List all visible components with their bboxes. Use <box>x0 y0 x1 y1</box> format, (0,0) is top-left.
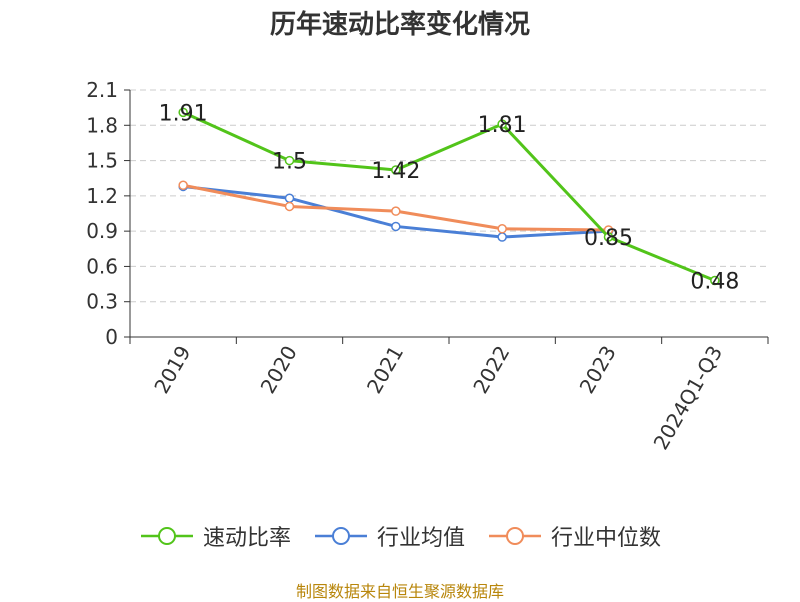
chart-title: 历年速动比率变化情况 <box>269 10 530 40</box>
data-point <box>497 232 507 242</box>
legend-label: 行业中位数 <box>551 526 662 551</box>
series-line <box>182 110 716 282</box>
source-note: 制图数据来自恒生聚源数据库 <box>295 582 504 601</box>
legend-label: 行业均值 <box>376 526 465 551</box>
legend-marker-icon <box>140 527 193 545</box>
data-label: 1.5 <box>272 150 307 175</box>
y-tick-label: 2.1 <box>86 78 118 102</box>
data-point <box>284 201 295 212</box>
data-point <box>497 224 507 234</box>
x-tick-label: 2020 <box>256 342 302 398</box>
data-point <box>178 180 188 191</box>
data-label: 0.85 <box>584 226 633 251</box>
y-tick-label: 0.6 <box>86 254 118 278</box>
data-label: 1.42 <box>371 159 420 184</box>
y-tick-label: 0.3 <box>86 290 118 314</box>
data-point <box>391 221 401 232</box>
x-tick-label: 2019 <box>149 342 195 398</box>
y-tick-label: 1.2 <box>86 184 118 208</box>
x-tick-label: 2024Q1-Q3 <box>648 342 727 454</box>
y-tick-label: 0.9 <box>86 219 118 243</box>
legend-marker-icon <box>314 527 367 545</box>
y-tick-label: 0 <box>105 325 118 349</box>
data-point <box>391 165 401 175</box>
data-point <box>284 155 295 166</box>
data-label: 1.81 <box>478 113 527 138</box>
data-point <box>284 193 295 203</box>
legend-label: 速动比率 <box>202 526 291 551</box>
x-tick-label: 2022 <box>468 341 514 397</box>
data-label: 0.48 <box>690 270 739 295</box>
y-tick-label: 1.8 <box>86 113 118 137</box>
legend-item[interactable]: 行业均值 <box>313 520 465 552</box>
legend-item[interactable]: 速动比率 <box>139 520 291 552</box>
data-point <box>391 206 401 216</box>
data-point <box>603 232 614 242</box>
line-chart: 0 0.3 0.6 0.9 1.2 1.5 1.8 2.1 2019 2020 2021 2022 20… <box>86 78 769 454</box>
data-label: 1.91 <box>159 101 208 126</box>
data-point <box>497 119 507 129</box>
data-point <box>178 107 188 118</box>
y-tick-label: 1.5 <box>86 149 118 173</box>
legend-marker-icon <box>489 527 541 545</box>
data-point <box>710 275 720 286</box>
x-tick-label: 2021 <box>362 342 408 398</box>
legend: 速动比率 行业均值 行业中位数 <box>0 518 800 554</box>
legend-item[interactable]: 行业中位数 <box>487 520 661 552</box>
x-tick-label: 2023 <box>575 342 621 398</box>
